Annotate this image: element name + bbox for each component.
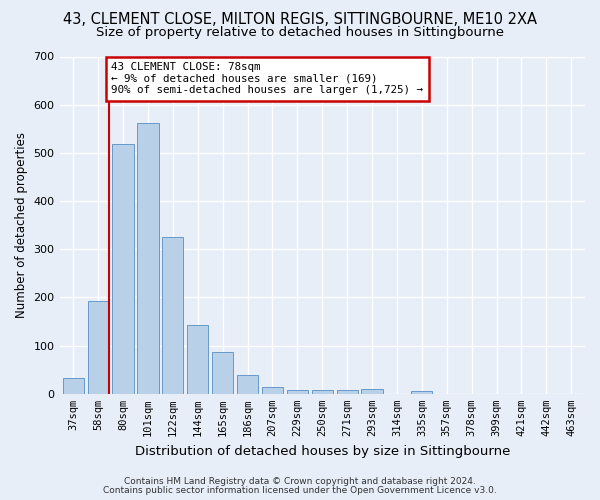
Bar xyxy=(112,144,134,394)
Text: Contains public sector information licensed under the Open Government Licence v3: Contains public sector information licen… xyxy=(103,486,497,495)
Bar xyxy=(88,302,109,394)
Bar xyxy=(337,390,358,394)
Bar xyxy=(287,390,308,394)
Bar xyxy=(62,378,84,394)
Bar xyxy=(311,390,333,394)
Bar xyxy=(262,387,283,394)
Y-axis label: Number of detached properties: Number of detached properties xyxy=(15,132,28,318)
Bar xyxy=(361,389,383,394)
Bar xyxy=(212,352,233,394)
X-axis label: Distribution of detached houses by size in Sittingbourne: Distribution of detached houses by size … xyxy=(134,444,510,458)
Bar xyxy=(187,326,208,394)
Text: Contains HM Land Registry data © Crown copyright and database right 2024.: Contains HM Land Registry data © Crown c… xyxy=(124,477,476,486)
Text: 43 CLEMENT CLOSE: 78sqm
← 9% of detached houses are smaller (169)
90% of semi-de: 43 CLEMENT CLOSE: 78sqm ← 9% of detached… xyxy=(111,62,423,96)
Bar xyxy=(237,374,258,394)
Text: Size of property relative to detached houses in Sittingbourne: Size of property relative to detached ho… xyxy=(96,26,504,39)
Bar xyxy=(137,123,158,394)
Bar xyxy=(162,237,184,394)
Text: 43, CLEMENT CLOSE, MILTON REGIS, SITTINGBOURNE, ME10 2XA: 43, CLEMENT CLOSE, MILTON REGIS, SITTING… xyxy=(63,12,537,28)
Bar xyxy=(411,391,433,394)
